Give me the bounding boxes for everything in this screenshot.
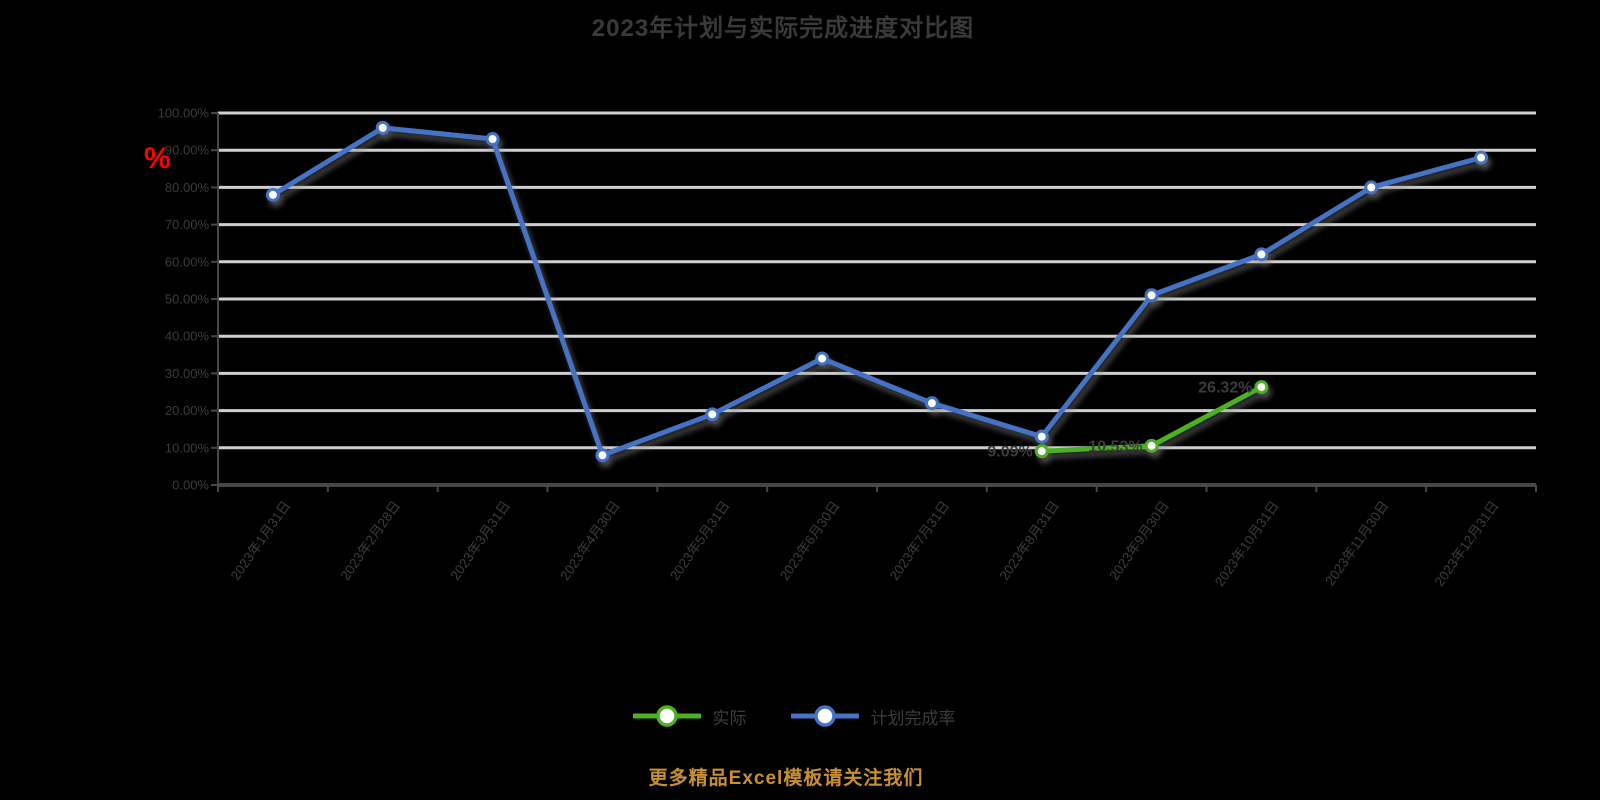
data-point [1364, 180, 1379, 195]
data-point [1034, 429, 1049, 444]
y-axis-label: 70.00% [165, 217, 210, 232]
series-实际 [1034, 380, 1269, 459]
x-axis-label: 2023年4月30日 [557, 498, 623, 583]
data-point [1254, 380, 1269, 395]
data-label: 26.32% [1198, 380, 1252, 397]
legend-marker-actual-icon [632, 705, 701, 727]
series-计划完成率 [265, 120, 1489, 463]
data-label: 9.09% [987, 444, 1032, 461]
y-axis-label: 20.00% [165, 403, 210, 418]
data-point [1034, 444, 1049, 459]
chart-legend: 实际 计划完成率 [0, 702, 1586, 730]
data-point [1144, 438, 1159, 453]
y-axis-label: 30.00% [165, 366, 210, 381]
x-axis-label: 2023年12月31日 [1432, 498, 1502, 589]
data-point [595, 448, 610, 463]
data-label: 10.53% [1088, 438, 1142, 455]
watermark-text: 更多精品Excel模板请关注我们 [648, 768, 924, 789]
series-line [270, 125, 1484, 458]
data-point [1144, 288, 1159, 303]
chart-title: 2023年计划与实际完成进度对比图 [591, 15, 975, 42]
x-axis-label: 2023年6月30日 [777, 498, 843, 583]
y-axis-title: % [144, 142, 171, 175]
y-axis-label: 50.00% [165, 292, 210, 307]
data-point [1254, 247, 1269, 262]
x-axis-label: 2023年1月31日 [228, 498, 294, 583]
data-point [705, 407, 720, 422]
legend-item-actual: 实际 [631, 702, 747, 730]
legend-label-actual: 实际 [712, 708, 747, 728]
x-axis-label: 2023年5月31日 [667, 498, 733, 583]
data-point [265, 187, 280, 202]
x-axis-label: 2023年7月31日 [887, 498, 953, 583]
x-axis-label: 2023年11月30日 [1322, 498, 1391, 588]
x-axis-label: 2023年8月31日 [997, 498, 1063, 583]
x-axis-label: 2023年10月31日 [1212, 498, 1282, 589]
legend-label-plan: 计划完成率 [870, 708, 956, 728]
y-axis-label: 100.00% [158, 106, 210, 121]
y-axis-label: 90.00% [165, 143, 210, 158]
data-point [375, 120, 390, 135]
data-point [1474, 150, 1489, 165]
x-axis-label: 2023年2月28日 [338, 498, 404, 583]
data-point [924, 396, 939, 411]
data-point [815, 351, 830, 366]
y-axis-label: 80.00% [165, 180, 210, 195]
data-point [485, 132, 500, 147]
y-axis-label: 40.00% [165, 329, 210, 344]
y-axis-label: 0.00% [172, 478, 209, 493]
y-axis-label: 60.00% [165, 254, 210, 269]
legend-marker-plan-icon [790, 705, 859, 727]
y-axis-label: 10.00% [165, 440, 210, 455]
legend-item-plan: 计划完成率 [789, 702, 956, 730]
x-axis-label: 2023年3月31日 [447, 498, 513, 583]
x-axis-label: 2023年9月30日 [1106, 498, 1172, 583]
